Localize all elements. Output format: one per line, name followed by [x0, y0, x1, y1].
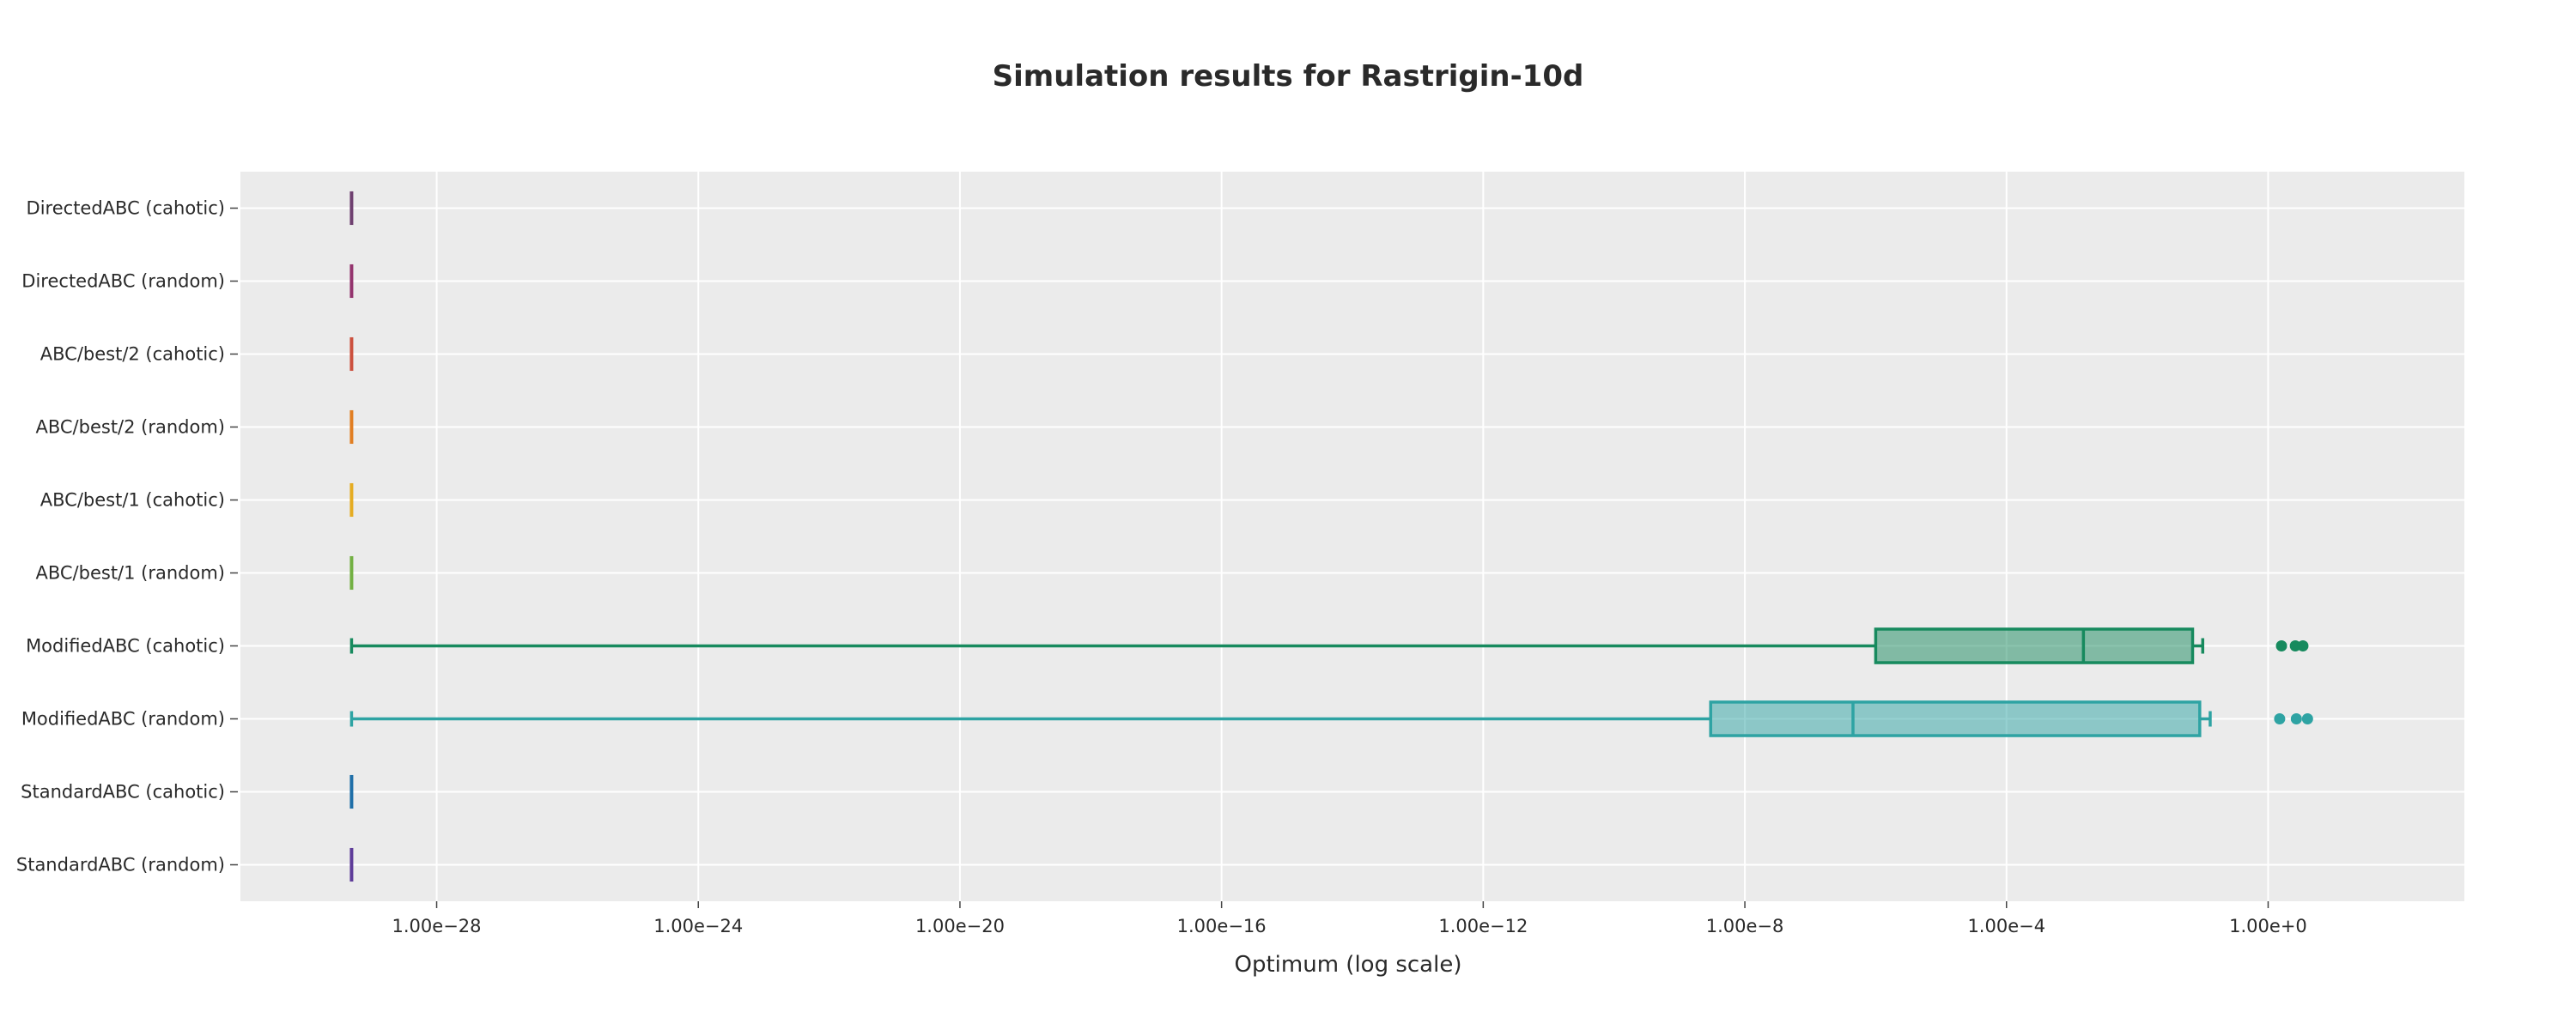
box-series-layer: [349, 191, 2313, 882]
y-tick-label: ABC/best/1 (cahotic): [40, 490, 225, 511]
y-tick-label: ModifiedABC (random): [21, 709, 225, 730]
y-tick-label: ABC/best/2 (cahotic): [40, 344, 225, 365]
box-outlier-point: [2297, 640, 2309, 651]
y-tick-label: ModifiedABC (cahotic): [26, 636, 225, 657]
y-tick-label: DirectedABC (cahotic): [27, 198, 225, 219]
plot-background: [240, 172, 2464, 901]
x-tick-label: 1.00e−16: [1177, 916, 1267, 936]
chart-title: Simulation results for Rastrigin-10d: [993, 59, 1584, 94]
box-outlier-point: [2274, 713, 2286, 724]
y-tick-label: ABC/best/1 (random): [35, 563, 225, 584]
x-tick-label: 1.00e−4: [1967, 916, 2045, 936]
y-tick-label: StandardABC (random): [16, 855, 225, 876]
x-tick-label: 1.00e−8: [1706, 916, 1784, 936]
box-outlier-point: [2301, 713, 2313, 724]
x-tick-label: 1.00e−28: [392, 916, 482, 936]
x-tick-label: 1.00e−20: [915, 916, 1005, 936]
x-tick-label: 1.00e−12: [1438, 916, 1528, 936]
y-tick-label: DirectedABC (random): [21, 271, 225, 292]
x-axis: 1.00e−28 1.00e−24 1.00e−20 1.00e−16 1.00e−12…: [392, 901, 2307, 936]
x-axis-title: Optimum (log scale): [1235, 952, 1462, 978]
y-tick-label: ABC/best/2 (random): [35, 417, 225, 438]
box-outlier-point: [2275, 640, 2287, 651]
x-tick-label: 1.00e−24: [653, 916, 743, 936]
box-iqr: [1709, 700, 2202, 737]
box-outlier-point: [2290, 713, 2302, 724]
box-iqr: [1874, 627, 2195, 664]
y-axis: StandardABC (random) StandardABC (cahotic…: [16, 198, 238, 876]
box-series: [349, 627, 2309, 664]
y-tick-label: StandardABC (cahotic): [21, 782, 225, 803]
box-series: [349, 700, 2313, 737]
x-tick-label: 1.00e+0: [2229, 916, 2307, 936]
